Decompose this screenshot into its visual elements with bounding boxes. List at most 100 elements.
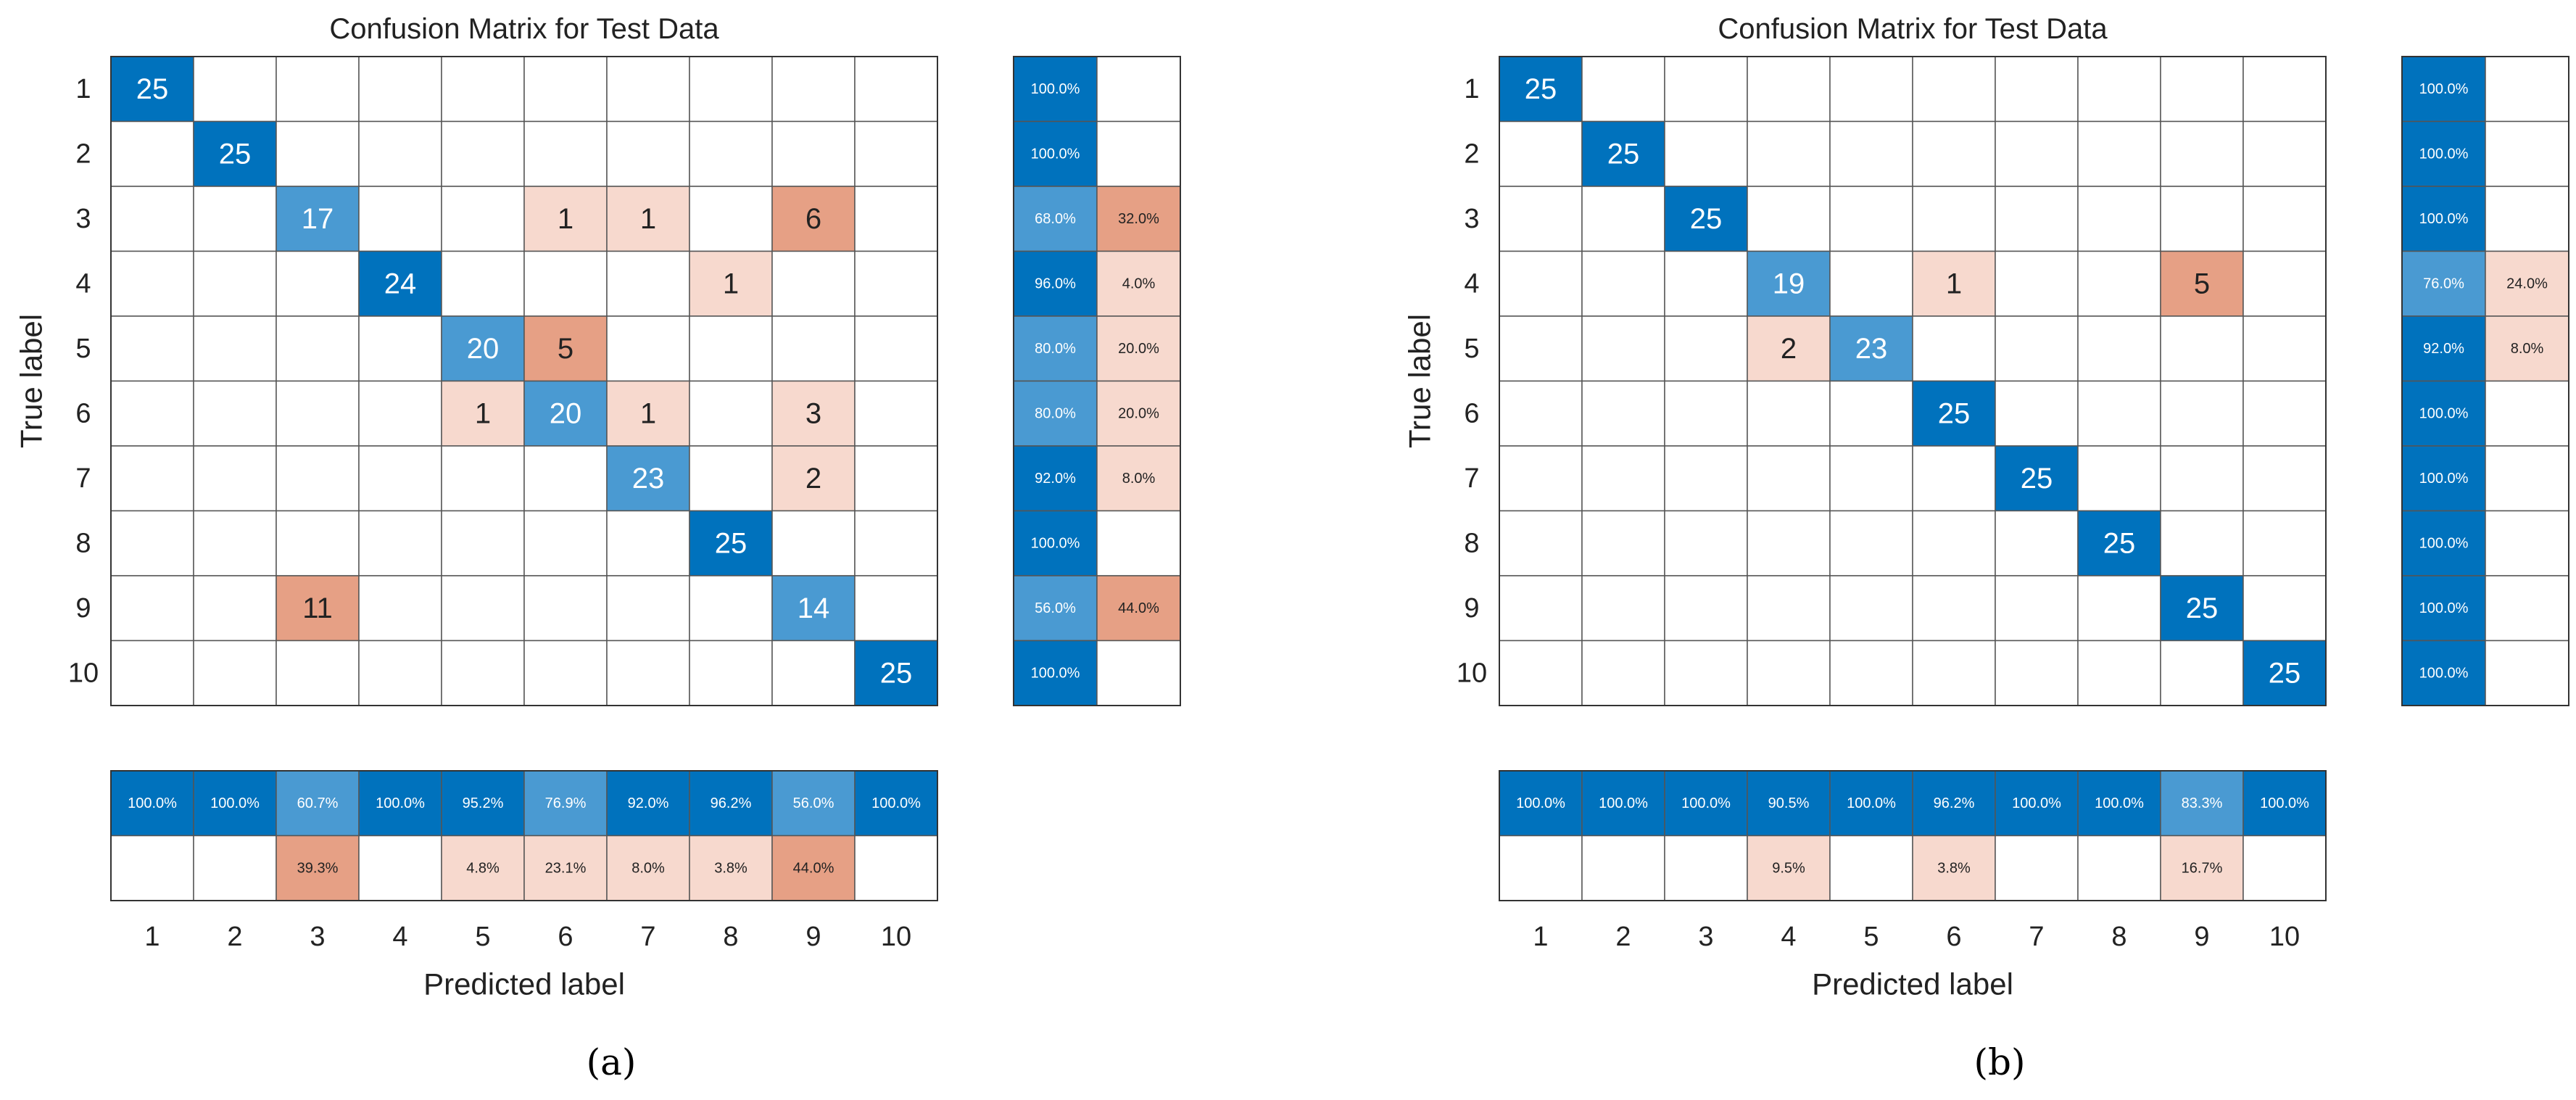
column-summary-value: 100.0%: [871, 795, 921, 811]
matrix-cell: [1829, 445, 1913, 512]
cell-value: 1: [640, 203, 656, 235]
matrix-cell: [771, 640, 856, 706]
column-summary-value: 100.0%: [210, 795, 260, 811]
row-summary-value: 20.0%: [1118, 341, 1159, 357]
matrix-cell: [2242, 186, 2327, 252]
matrix-cell: [854, 640, 938, 706]
matrix-cell: [2160, 445, 2244, 512]
matrix-cell: [441, 56, 525, 123]
cell-value: 11: [302, 592, 333, 624]
row-summary-value: 100.0%: [1031, 665, 1080, 681]
row-summary-cell: [1096, 445, 1181, 512]
row-tick-label: 1: [1464, 74, 1479, 104]
row-tick-label: 9: [75, 593, 91, 624]
row-summary-cell: [1096, 640, 1181, 706]
column-summary-cell: [689, 770, 773, 837]
panel-label: (b): [1974, 1041, 2025, 1083]
matrix-cell: [2160, 120, 2244, 187]
row-summary-value: 20.0%: [1118, 405, 1159, 421]
matrix-cell: [110, 250, 194, 317]
matrix-cell: [110, 380, 194, 447]
matrix-cell: [1995, 640, 2079, 706]
matrix-cell: [771, 56, 856, 123]
cell-value: 6: [805, 203, 821, 235]
column-summary-value: 100.0%: [376, 795, 425, 811]
matrix-cell: [606, 56, 690, 123]
column-summary-cell: [2077, 835, 2161, 901]
column-tick-label: 1: [1533, 922, 1548, 952]
row-summary-value: 44.0%: [1118, 600, 1159, 616]
row-summary-value: 100.0%: [2419, 211, 2469, 227]
cell-value: 25: [2269, 657, 2301, 689]
column-summary-cell: [606, 770, 690, 837]
row-summary-value: 24.0%: [2506, 276, 2548, 291]
matrix-cell: [523, 250, 608, 317]
cell-value: 25: [219, 138, 252, 170]
column-summary-cell: [110, 835, 194, 901]
matrix-cell: [1499, 640, 1583, 706]
column-summary-value: 8.0%: [631, 860, 665, 876]
matrix-cell: [2242, 56, 2327, 123]
column-summary-value: 39.3%: [297, 860, 339, 876]
matrix-cell: [2077, 315, 2161, 382]
matrix-cell: [2242, 640, 2327, 706]
matrix-cell: [1747, 575, 1831, 642]
cell-value: 25: [1525, 73, 1557, 105]
matrix-cell: [2160, 510, 2244, 576]
matrix-cell: [358, 575, 442, 642]
matrix-cell: [523, 510, 608, 576]
column-tick-label: 4: [392, 922, 407, 952]
column-summary-value: 95.2%: [463, 795, 504, 811]
column-summary-cell: [2242, 835, 2327, 901]
matrix-cell: [689, 575, 773, 642]
matrix-cell: [1747, 380, 1831, 447]
matrix-cell: [276, 640, 360, 706]
matrix-cell: [1499, 510, 1583, 576]
matrix-cell: [441, 250, 525, 317]
matrix-cell: [1499, 120, 1583, 187]
row-summary-cell: [2485, 120, 2569, 187]
matrix-cell: [771, 120, 856, 187]
column-tick-label: 7: [2029, 922, 2044, 952]
matrix-cell: [523, 56, 608, 123]
column-tick-label: 3: [1698, 922, 1713, 952]
matrix-cell: [1581, 640, 1665, 706]
matrix-cell: [1747, 510, 1831, 576]
matrix-cell: [523, 120, 608, 187]
column-tick-label: 10: [881, 922, 911, 952]
panel-label: (a): [587, 1041, 637, 1083]
row-summary-cell: [1096, 120, 1181, 187]
matrix-cell: [1829, 575, 1913, 642]
chart-title: Confusion Matrix for Test Data: [1718, 13, 2108, 45]
matrix-cell: [1664, 575, 1748, 642]
row-summary-value: 8.0%: [2511, 341, 2544, 357]
column-summary-cell: [1829, 835, 1913, 901]
matrix-cell: [1995, 510, 2079, 576]
column-tick-label: 2: [227, 922, 242, 952]
row-tick-label: 4: [75, 268, 91, 299]
column-summary-cell: [1581, 770, 1665, 837]
row-summary-cell: [1096, 575, 1181, 642]
matrix-cell: [1499, 445, 1583, 512]
matrix-cell: [358, 510, 442, 576]
matrix-cell: [1499, 380, 1583, 447]
matrix-border: [110, 56, 938, 706]
column-summary-cell: [854, 770, 938, 837]
matrix-cell: [1664, 120, 1748, 187]
matrix-cell: [1995, 575, 2079, 642]
matrix-cell: [854, 120, 938, 187]
matrix-cell: [771, 250, 856, 317]
row-tick-label: 4: [1464, 268, 1479, 299]
matrix-cell: [2077, 186, 2161, 252]
column-summary-value: 100.0%: [1847, 795, 1896, 811]
matrix-cell: [1829, 186, 1913, 252]
matrix-cell: [276, 510, 360, 576]
matrix-cell: [1995, 445, 2079, 512]
column-summary-value: 76.9%: [545, 795, 587, 811]
matrix-cell: [441, 120, 525, 187]
row-summary-value: 8.0%: [1122, 471, 1156, 487]
matrix-cell: [110, 510, 194, 576]
matrix-cell: [1747, 640, 1831, 706]
matrix-cell: [2242, 120, 2327, 187]
